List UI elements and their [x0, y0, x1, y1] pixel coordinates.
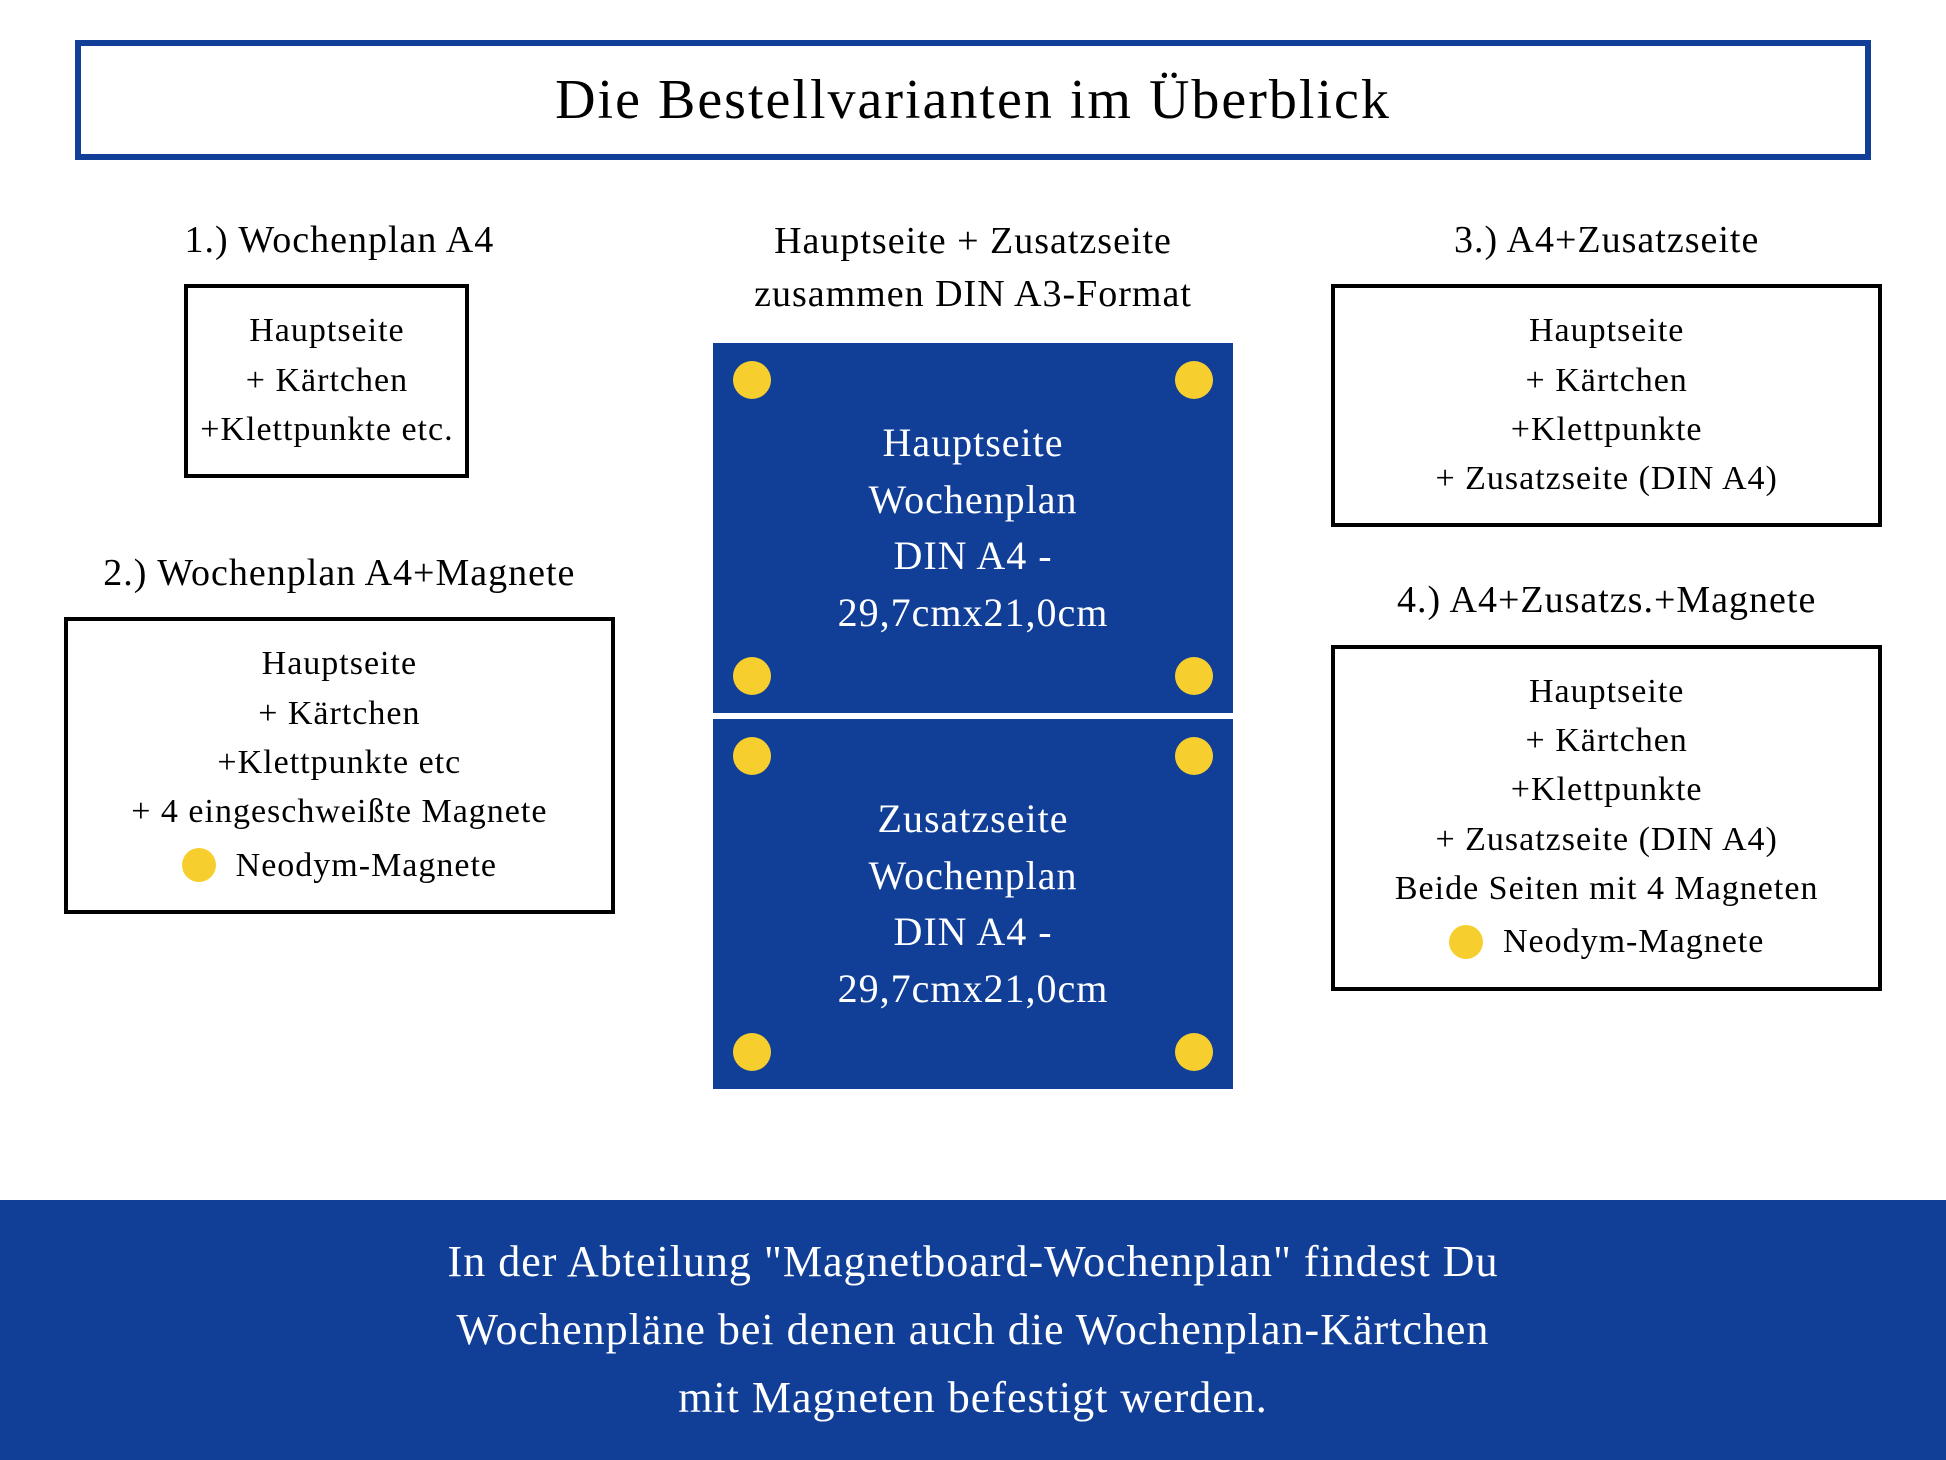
zusatzseite-panel-text: Zusatzseite Wochenplan DIN A4 - 29,7cmx2… — [838, 791, 1109, 1018]
magnet-icon — [733, 1033, 771, 1071]
panel-line: DIN A4 - — [893, 533, 1052, 578]
panel-line: DIN A4 - — [893, 909, 1052, 954]
magnet-icon — [1175, 1033, 1213, 1071]
panel-line: Wochenplan — [869, 477, 1078, 522]
variant-3-line: + Zusatzseite (DIN A4) — [1345, 454, 1868, 503]
left-column: 1.) Wochenplan A4 Hauptseite + Kärtchen … — [40, 215, 639, 1165]
panel-line: Wochenplan — [869, 853, 1078, 898]
variant-1-line: Hauptseite — [198, 306, 455, 355]
variant-4-line: Beide Seiten mit 4 Magneten — [1345, 864, 1868, 913]
magnet-icon — [1449, 925, 1483, 959]
footer-line: Wochenpläne bei denen auch die Wochenpla… — [457, 1305, 1490, 1354]
variant-2-line: Hauptseite — [78, 639, 601, 688]
variant-4-line: Hauptseite — [1345, 667, 1868, 716]
variant-3-line: +Klettpunkte — [1345, 405, 1868, 454]
variant-2-line: + Kärtchen — [78, 689, 601, 738]
center-caption: Hauptseite + Zusatzseite zusammen DIN A3… — [754, 215, 1192, 321]
variant-1-line: + Kärtchen — [198, 356, 455, 405]
variant-1-line: +Klettpunkte etc. — [198, 405, 455, 454]
magnet-icon — [733, 737, 771, 775]
columns-wrapper: 1.) Wochenplan A4 Hauptseite + Kärtchen … — [40, 215, 1906, 1165]
hauptseite-panel: Hauptseite Wochenplan DIN A4 - 29,7cmx21… — [713, 343, 1233, 713]
variant-2: 2.) Wochenplan A4+Magnete Hauptseite + K… — [40, 548, 639, 914]
center-column: Hauptseite + Zusatzseite zusammen DIN A3… — [659, 215, 1288, 1165]
variant-3-line: Hauptseite — [1345, 306, 1868, 355]
variant-4-magnet-row: Neodym-Magnete — [1345, 917, 1868, 966]
zusatzseite-panel: Zusatzseite Wochenplan DIN A4 - 29,7cmx2… — [713, 719, 1233, 1089]
magnet-icon — [1175, 657, 1213, 695]
panel-line: Hauptseite — [882, 420, 1063, 465]
magnet-icon — [1175, 737, 1213, 775]
panel-line: 29,7cmx21,0cm — [838, 966, 1109, 1011]
variant-2-box: Hauptseite + Kärtchen +Klettpunkte etc +… — [64, 617, 615, 913]
variant-4: 4.) A4+Zusatzs.+Magnete Hauptseite + Kär… — [1307, 575, 1906, 990]
hauptseite-panel-text: Hauptseite Wochenplan DIN A4 - 29,7cmx21… — [838, 415, 1109, 642]
variant-3-box: Hauptseite + Kärtchen +Klettpunkte + Zus… — [1331, 284, 1882, 527]
footer-text: In der Abteilung "Magnetboard-Wochenplan… — [448, 1228, 1499, 1433]
variant-1-box: Hauptseite + Kärtchen +Klettpunkte etc. — [184, 284, 469, 478]
panel-line: Zusatzseite — [878, 796, 1069, 841]
variant-4-line: + Kärtchen — [1345, 716, 1868, 765]
footer-line: In der Abteilung "Magnetboard-Wochenplan… — [448, 1237, 1499, 1286]
footer-bar: In der Abteilung "Magnetboard-Wochenplan… — [0, 1200, 1946, 1460]
variant-4-line: + Zusatzseite (DIN A4) — [1345, 815, 1868, 864]
variant-2-magnet-label: Neodym-Magnete — [236, 841, 497, 890]
center-caption-line: Hauptseite + Zusatzseite — [774, 220, 1172, 262]
panel-line: 29,7cmx21,0cm — [838, 590, 1109, 635]
center-caption-line: zusammen DIN A3-Format — [754, 273, 1192, 315]
variant-4-magnet-label: Neodym-Magnete — [1503, 917, 1764, 966]
variant-4-line: +Klettpunkte — [1345, 765, 1868, 814]
page-title: Die Bestellvarianten im Überblick — [555, 68, 1391, 132]
variant-4-box: Hauptseite + Kärtchen +Klettpunkte + Zus… — [1331, 645, 1882, 991]
title-box: Die Bestellvarianten im Überblick — [75, 40, 1871, 160]
variant-3-heading: 3.) A4+Zusatzseite — [1454, 215, 1759, 266]
variant-1-heading: 1.) Wochenplan A4 — [184, 215, 494, 266]
variant-3-line: + Kärtchen — [1345, 356, 1868, 405]
variant-2-line: +Klettpunkte etc — [78, 738, 601, 787]
variant-4-heading: 4.) A4+Zusatzs.+Magnete — [1397, 575, 1816, 626]
footer-line: mit Magneten befestigt werden. — [678, 1373, 1268, 1422]
magnet-icon — [1175, 361, 1213, 399]
variant-2-line: + 4 eingeschweißte Magnete — [78, 787, 601, 836]
magnet-icon — [733, 657, 771, 695]
magnet-icon — [182, 848, 216, 882]
variant-2-heading: 2.) Wochenplan A4+Magnete — [103, 548, 575, 599]
variant-2-magnet-row: Neodym-Magnete — [78, 841, 601, 890]
magnet-icon — [733, 361, 771, 399]
right-column: 3.) A4+Zusatzseite Hauptseite + Kärtchen… — [1307, 215, 1906, 1165]
variant-3: 3.) A4+Zusatzseite Hauptseite + Kärtchen… — [1307, 215, 1906, 527]
variant-1: 1.) Wochenplan A4 Hauptseite + Kärtchen … — [184, 215, 494, 478]
